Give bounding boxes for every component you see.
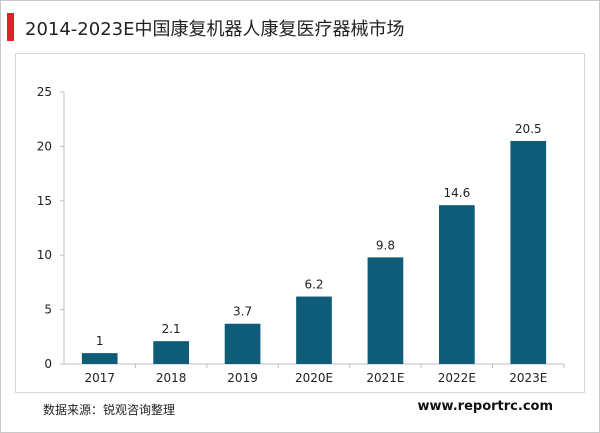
website-link[interactable]: www.reportrc.com <box>417 399 553 414</box>
x-tick-label: 2023E <box>509 371 547 385</box>
data-source-note: 数据来源：锐观咨询整理 <box>43 403 176 417</box>
y-tick-label: 15 <box>37 194 52 208</box>
bar <box>153 341 189 364</box>
y-tick-label: 25 <box>37 85 52 99</box>
plot-area: 0 5 10 15 20 25 1 2017 2.1 2018 3.7 2019 6.2 2020E 9.8… <box>15 53 585 393</box>
bar-chart: 0 5 10 15 20 25 1 2017 2.1 2018 3.7 2019 6.2 2020E 9.8… <box>37 85 565 385</box>
chart-title: 2014-2023E中国康复机器人康复医疗器械市场 <box>25 19 405 40</box>
data-label: 2.1 <box>162 322 181 336</box>
y-tick-label: 0 <box>44 357 52 371</box>
title-accent-bar <box>7 13 14 41</box>
data-label: 14.6 <box>443 186 470 200</box>
data-label: 1 <box>96 334 104 348</box>
y-tick-label: 5 <box>44 303 52 317</box>
title-bar: 2014-2023E中国康复机器人康复医疗器械市场 <box>1 9 599 45</box>
bar <box>367 257 404 364</box>
bar <box>439 205 475 364</box>
data-label: 20.5 <box>515 122 542 136</box>
bar <box>296 296 332 364</box>
data-label: 6.2 <box>304 278 323 292</box>
x-tick-label: 2021E <box>366 371 404 385</box>
bar <box>510 140 547 364</box>
x-tick-label: 2017 <box>84 371 115 385</box>
x-tick-label: 2018 <box>156 371 187 385</box>
y-tick-label: 10 <box>37 248 52 262</box>
bar <box>81 353 118 364</box>
bar <box>224 323 261 364</box>
data-label: 9.8 <box>376 238 395 252</box>
x-tick-label: 2019 <box>227 371 258 385</box>
x-tick-label: 2022E <box>438 371 476 385</box>
y-tick-label: 20 <box>37 139 52 153</box>
x-tick-label: 2020E <box>295 371 333 385</box>
data-label: 3.7 <box>233 305 252 319</box>
